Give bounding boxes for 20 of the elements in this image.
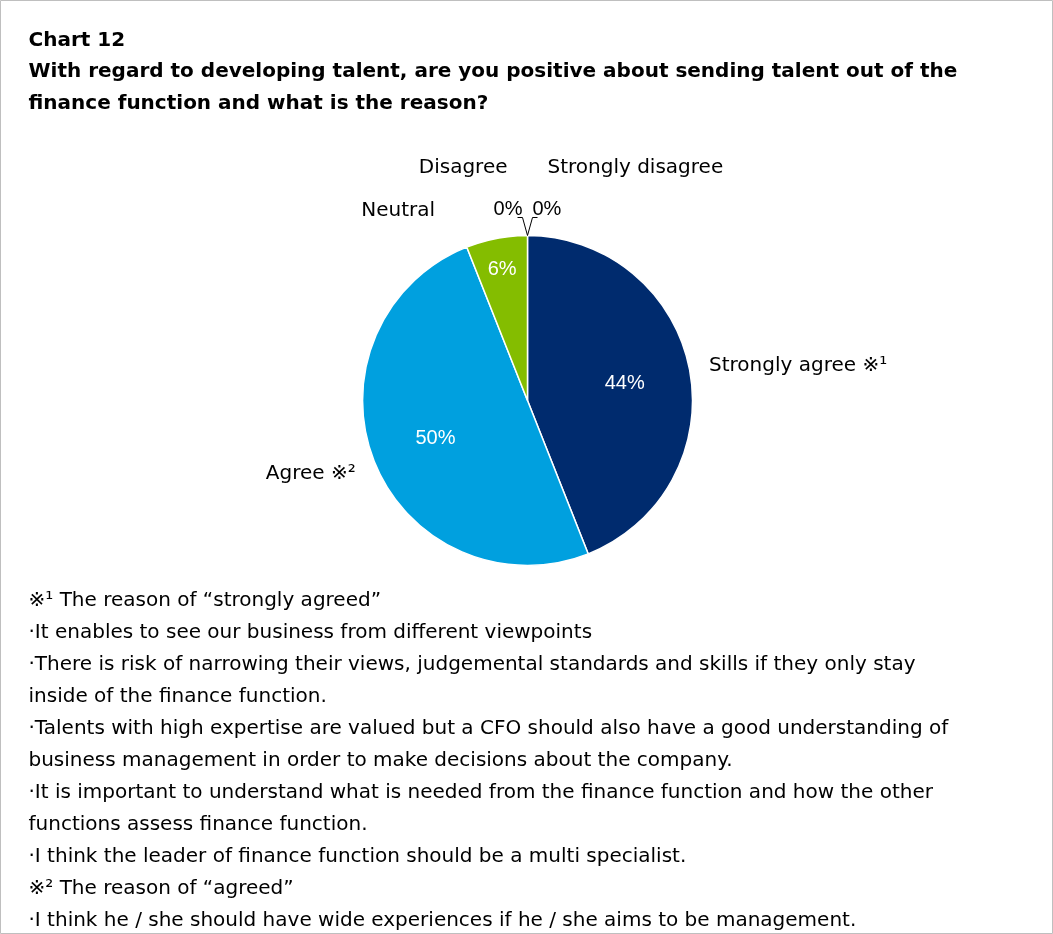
text: 0% bbox=[493, 196, 523, 219]
text: ※¹ The reason of “strongly agreed” bbox=[28, 586, 382, 611]
slice-label: Neutral bbox=[361, 197, 436, 222]
text: Chart 12 bbox=[28, 26, 126, 51]
slice-label: Agree ※² bbox=[265, 460, 356, 485]
text: ·I think the leader of finance function should be a multi specialist. bbox=[28, 842, 687, 867]
category-label: Strongly disagree bbox=[547, 153, 724, 178]
text: ·There is risk of narrowing their views, judgemental standards and skills if they only stay inside of the finance function. bbox=[28, 650, 916, 707]
data-label: 6% bbox=[487, 256, 517, 279]
data-label: 44% bbox=[604, 370, 645, 393]
text: ·It enables to see our business from different viewpoints bbox=[28, 618, 593, 643]
text: ·I think he / she should have wide experiences if he / she aims to be management. bbox=[28, 906, 857, 931]
chart-subtitle: With regard to developing talent, are you positive about sending talent out of the finance function and what is the reason? bbox=[28, 57, 958, 114]
text: ·It is important to understand what is needed from the finance function and how the other functions assess finance function. bbox=[28, 778, 934, 835]
slice-label: Strongly agree ※¹ bbox=[709, 352, 888, 377]
data-label: 50% bbox=[415, 425, 456, 448]
text: ·Talents with high expertise are valued but a CFO should also have a good understanding of business management in order to make decisions about the company. bbox=[28, 714, 950, 771]
text: 0% bbox=[532, 196, 562, 219]
text: ※² The reason of “agreed” bbox=[28, 874, 294, 899]
category-label: Disagree bbox=[418, 153, 508, 178]
